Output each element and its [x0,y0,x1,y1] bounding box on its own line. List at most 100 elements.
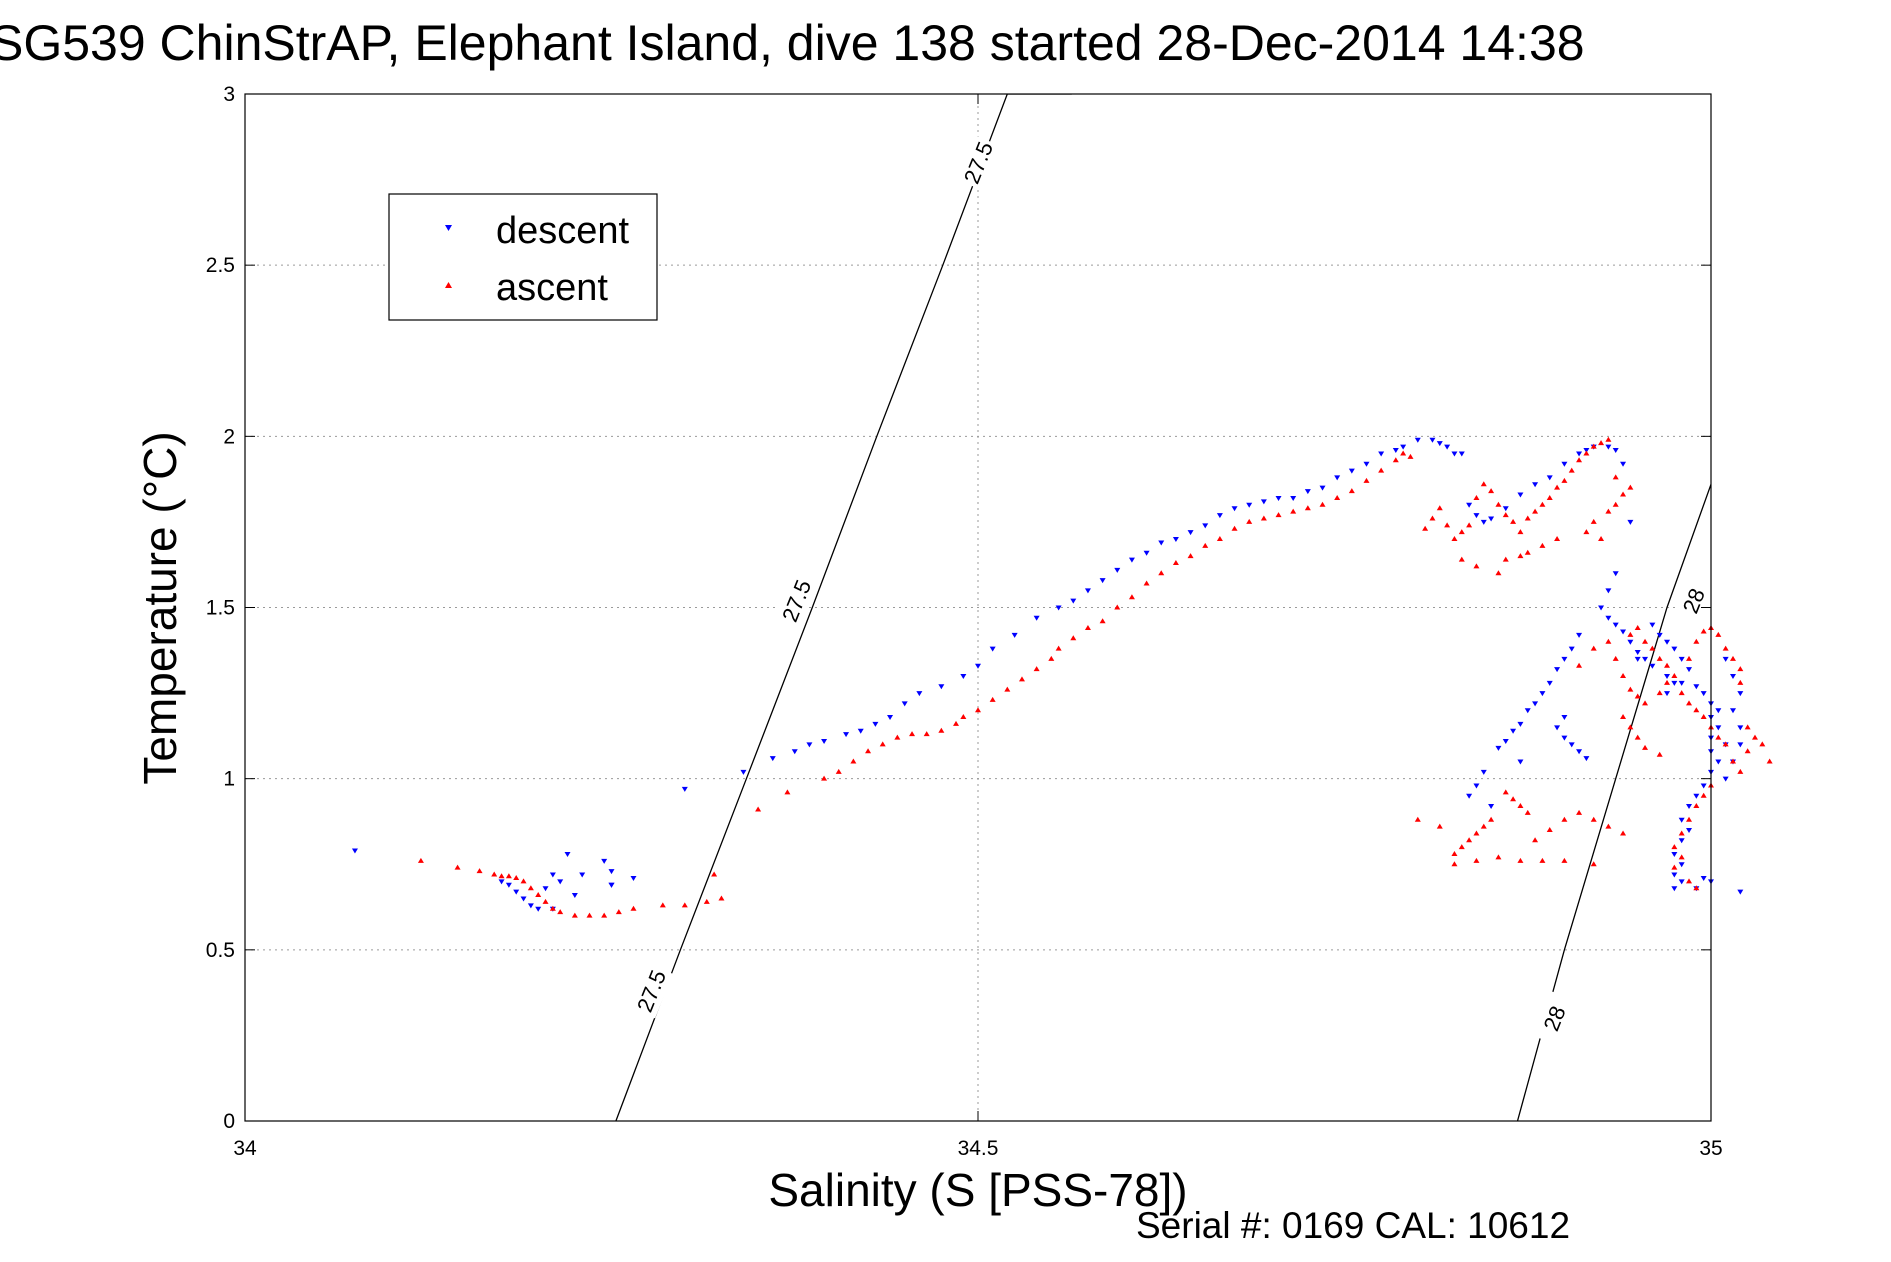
ascent-point [1510,796,1517,802]
ascent-point [491,871,498,877]
ascent-point [1275,512,1282,518]
ascent-point [1502,789,1509,795]
descent-point [1671,680,1678,686]
descent-point [872,721,879,727]
ascent-point [1671,672,1678,678]
descent-point [1334,475,1341,481]
ascent-point [527,885,534,891]
descent-point [1737,691,1744,697]
ascent-point [1539,542,1546,548]
ascent-point [1642,700,1649,706]
ascent-point [1202,542,1209,548]
descent-point [630,875,637,881]
descent-point [513,889,520,895]
ascent-point [1407,453,1414,459]
ascent-point [1561,816,1568,822]
ascent-point [1048,655,1055,661]
ascent-point [1678,830,1685,836]
descent-point [1678,838,1685,844]
descent-point [1488,516,1495,522]
ascent-point [1422,525,1429,531]
y-tick-label: 3 [223,83,235,106]
ascent-point [1693,885,1700,891]
descent-point [1700,691,1707,697]
ascent-point [1744,724,1751,730]
ascent-point [1612,474,1619,480]
data-points [351,436,1773,918]
ascent-point [1070,635,1077,641]
descent-point [498,879,505,885]
ascent-point [821,775,828,781]
descent-point [571,893,578,899]
ascent-point [1590,645,1597,651]
descent-point [564,851,571,857]
descent-point [1319,485,1326,491]
descent-point [1671,851,1678,857]
ascent-point [1627,724,1634,730]
ascent-point [505,873,512,879]
ascent-point [1759,741,1766,747]
ascent-point [630,905,637,911]
ascent-point [1612,655,1619,661]
descent-point [1033,615,1040,621]
ascent-point [1143,580,1150,586]
ascent-point [1722,741,1729,747]
ascent-point [850,758,857,764]
descent-point [520,896,527,902]
contour-label-bg [1532,990,1577,1046]
descent-point [1451,451,1458,457]
ascent-point [1612,501,1619,507]
descent-point [1466,793,1473,799]
descent-point [1488,804,1495,810]
descent-point [1627,639,1634,645]
grid [245,94,1711,1121]
descent-point [1070,598,1077,604]
ascent-point [1576,809,1583,815]
ascent-point [1686,878,1693,884]
descent-point [1656,632,1663,638]
y-tick-label: 2 [223,425,235,448]
ascent-point [557,909,564,915]
descent-point [1429,437,1436,443]
ascent-point [835,768,842,774]
descent-point [791,749,798,755]
descent-point [1612,448,1619,454]
descent-point [1737,742,1744,748]
descent-point [1473,513,1480,519]
ascent-point [1260,515,1267,521]
ascent-point [1532,508,1539,514]
descent-point [351,848,358,854]
descent-point [1392,448,1399,454]
ascent-point [1620,491,1627,497]
y-tick-label: 0.5 [206,939,235,962]
ascent-point [755,806,762,812]
ascent-point [909,731,916,737]
descent-point [1722,776,1729,782]
descent-point [1722,656,1729,662]
ascent-point [1187,553,1194,559]
descent-point [1554,667,1561,673]
ascent-point [1554,484,1561,490]
ascent-point [1590,861,1597,867]
descent-point [887,715,894,721]
ascent-point [1451,850,1458,856]
descent-point [1363,461,1370,467]
descent-point [1143,550,1150,556]
ascent-point [1018,676,1025,682]
descent-point [608,869,615,875]
ascent-point [1590,518,1597,524]
ascent-point [1576,457,1583,463]
descent-point [1290,495,1297,501]
ascent-point [894,734,901,740]
ascent-point [1495,501,1502,507]
descent-point [1649,663,1656,669]
ascent-point [1605,638,1612,644]
legend-ascent-marker [445,282,452,288]
descent-point [1524,708,1531,714]
ascent-point [1084,625,1091,631]
descent-point [1634,650,1641,656]
ascent-point [1216,536,1223,542]
ascent-point [1231,525,1238,531]
descent-point [1605,444,1612,450]
